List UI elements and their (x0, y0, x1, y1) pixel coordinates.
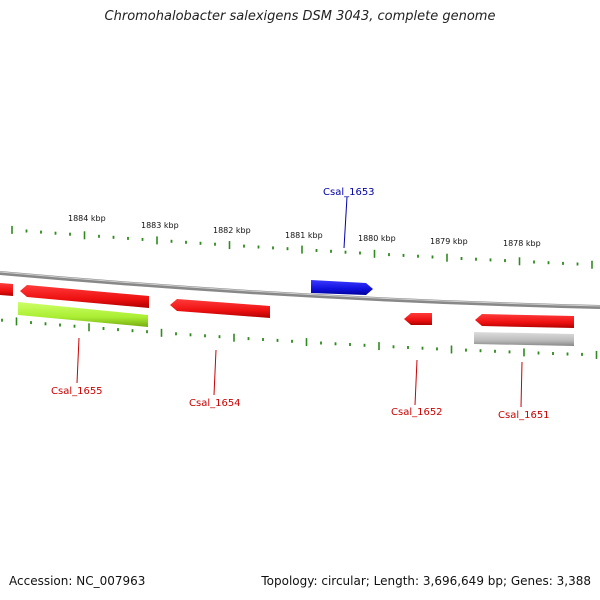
tick-label-1881: 1881 kbp (285, 231, 323, 240)
gene-label-csal-1652[interactable]: Csal_1652 (391, 407, 443, 418)
gene-feature-csal-1653[interactable] (311, 280, 373, 295)
gene-leader-lines (76, 196, 523, 408)
genome-backbone (0, 271, 600, 309)
tick-label-1883: 1883 kbp (141, 221, 179, 230)
genome-backbone-highlight (0, 271, 600, 307)
leader-csal-1651 (520, 361, 523, 408)
upper-scale-ticks (11, 225, 593, 269)
gene-label-csal-1655[interactable]: Csal_1655 (51, 386, 103, 397)
leader-csal-1653 (343, 196, 348, 249)
gene-label-csal-1651[interactable]: Csal_1651 (498, 410, 550, 421)
gene-features (0, 280, 574, 346)
leader-csal-1655 (76, 337, 80, 384)
gene-labels: Csal_1653 Csal_1655 Csal_1654 Csal_1652 … (51, 187, 550, 421)
tick-label-1884: 1884 kbp (68, 214, 106, 223)
tick-label-1880: 1880 kbp (358, 234, 396, 243)
tick-label-1878: 1878 kbp (503, 239, 541, 248)
feature-green-csal-1655[interactable] (18, 302, 148, 327)
gene-feature-csal-1651[interactable] (475, 314, 574, 328)
gene-feature-csal-1652[interactable] (404, 313, 432, 325)
accession-text: Accession: NC_007963 (9, 574, 146, 588)
feature-gray-csal-1651[interactable] (474, 332, 574, 346)
scale-labels: 1884 kbp 1883 kbp 1882 kbp 1881 kbp 1880… (68, 214, 541, 248)
map-title: Chromohalobacter salexigens DSM 3043, co… (104, 9, 496, 24)
gene-label-csal-1654[interactable]: Csal_1654 (189, 398, 241, 409)
tick-label-1879: 1879 kbp (430, 237, 468, 246)
leader-csal-1654 (213, 349, 217, 396)
gene-feature-edge[interactable] (0, 283, 13, 296)
lower-scale-ticks (1, 317, 598, 359)
leader-csal-1652 (414, 359, 418, 406)
gene-label-csal-1653[interactable]: Csal_1653 (323, 187, 375, 198)
genome-summary-text: Topology: circular; Length: 3,696,649 bp… (261, 574, 591, 588)
tick-label-1882: 1882 kbp (213, 226, 251, 235)
gene-feature-csal-1654[interactable] (170, 299, 270, 318)
gene-feature-csal-1655[interactable] (20, 285, 149, 308)
